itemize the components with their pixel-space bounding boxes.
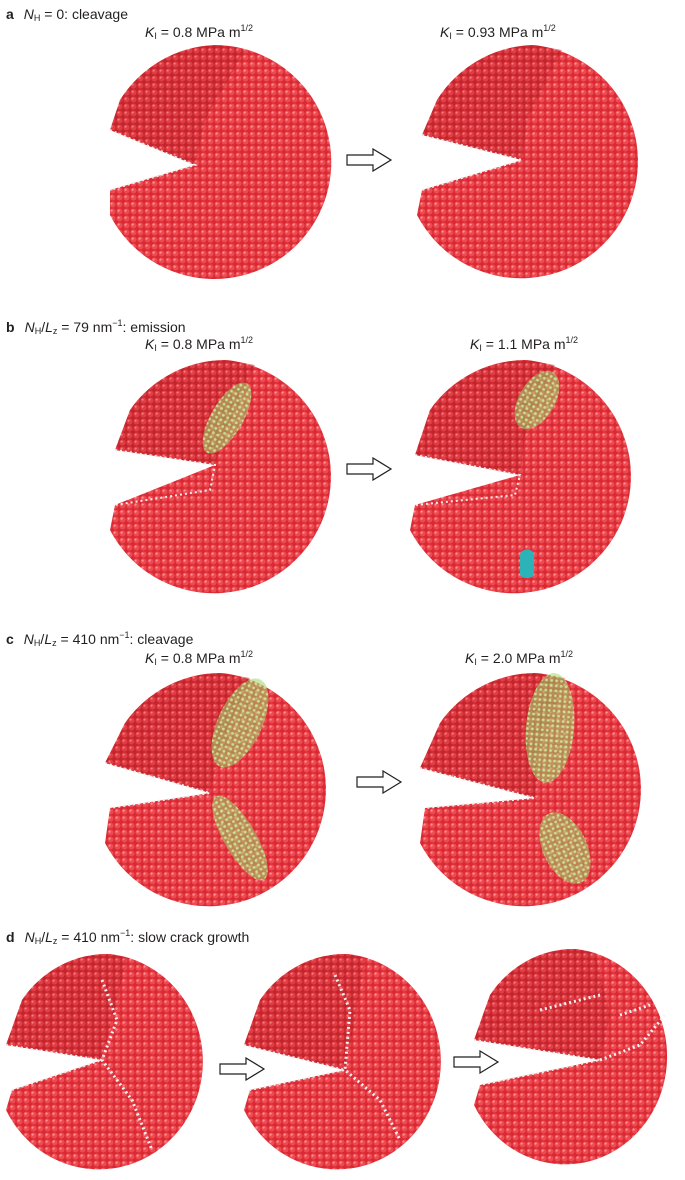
- dislocation-region-lower: [539, 812, 591, 884]
- k-symbol: K: [440, 24, 450, 40]
- k-label-a-left: KI = 0.8 MPa m1/2: [145, 23, 253, 41]
- k-value: = 0.8 MPa m: [156, 336, 241, 352]
- symbol-l: L: [44, 631, 53, 647]
- dislocation-region-upper: [211, 678, 269, 768]
- symbol-n: N: [24, 929, 35, 945]
- symbol-l: L: [45, 929, 53, 945]
- panel-caption: = 410 nm: [57, 929, 121, 945]
- dislocation-region: [514, 370, 560, 430]
- superscript: −1: [112, 318, 123, 328]
- k-subscript: I: [154, 657, 157, 667]
- symbol-n: N: [23, 631, 34, 647]
- k-label-c-left: KI = 0.8 MPa m1/2: [145, 649, 253, 667]
- arrow-right-icon: [356, 770, 403, 794]
- k-symbol: K: [465, 650, 475, 666]
- k-value: = 0.93 MPa m: [451, 24, 544, 40]
- arrow-right-icon: [346, 457, 393, 481]
- panel-letter: a: [6, 6, 14, 22]
- symbol-n: N: [24, 319, 35, 335]
- panel-caption-tail: : cleavage: [129, 631, 194, 647]
- atom-disk-b-left: [110, 359, 331, 594]
- k-label-a-right: KI = 0.93 MPa m1/2: [440, 23, 556, 41]
- subscript: z: [52, 326, 58, 336]
- k-subscript: I: [479, 343, 482, 353]
- atom-disk-c-right: [419, 672, 641, 907]
- k-symbol: K: [145, 24, 155, 40]
- atom-disk-a-right: [417, 45, 638, 279]
- panel-caption: = 79 nm: [57, 319, 113, 335]
- k-exponent: 1/2: [240, 23, 254, 33]
- subscript: H: [34, 326, 42, 336]
- panel-a-label: a NH = 0: cleavage: [6, 6, 128, 23]
- k-symbol: K: [145, 650, 155, 666]
- atom-disk-a-left: [109, 45, 332, 279]
- atom-disk-b-right: [410, 359, 631, 594]
- subscript: H: [34, 936, 42, 946]
- panel-letter: c: [6, 631, 14, 647]
- k-exponent: 1/2: [560, 649, 574, 659]
- arrow-right-icon: [453, 1050, 500, 1074]
- k-value: = 1.1 MPa m: [481, 336, 566, 352]
- k-value: = 2.0 MPa m: [476, 650, 561, 666]
- k-value: = 0.8 MPa m: [156, 650, 241, 666]
- atom-disk-d-2: [243, 953, 441, 1170]
- slash: /: [41, 929, 46, 945]
- panel-caption-tail: : slow crack growth: [130, 929, 250, 945]
- k-subscript: I: [154, 31, 157, 41]
- panel-c-label: c NH/Lz = 410 nm−1: cleavage: [6, 630, 193, 648]
- superscript: −1: [119, 630, 130, 640]
- panel-d-label: d NH/Lz = 410 nm−1: slow crack growth: [6, 928, 249, 946]
- subscript: z: [52, 936, 58, 946]
- k-subscript: I: [474, 657, 477, 667]
- arrow-right-icon: [346, 148, 393, 172]
- k-value: = 0.8 MPa m: [156, 24, 241, 40]
- dislocation-region: [202, 382, 252, 454]
- panel-letter: b: [6, 319, 15, 335]
- dislocation-region-lower: [212, 795, 268, 881]
- k-label-b-right: KI = 1.1 MPa m1/2: [470, 335, 578, 353]
- k-exponent: 1/2: [240, 649, 254, 659]
- dislocation-region-upper: [525, 673, 575, 783]
- subscript: z: [52, 638, 57, 648]
- panel-caption: = 0: cleavage: [40, 6, 128, 22]
- panel-b-label: b NH/Lz = 79 nm−1: emission: [6, 318, 186, 336]
- k-exponent: 1/2: [240, 335, 254, 345]
- panel-letter: d: [6, 929, 15, 945]
- emitted-dislocation: [520, 550, 534, 578]
- k-exponent: 1/2: [543, 23, 556, 33]
- superscript: −1: [120, 928, 131, 938]
- symbol-n: N: [23, 6, 34, 22]
- k-symbol: K: [145, 336, 155, 352]
- k-subscript: I: [154, 343, 157, 353]
- k-label-b-left: KI = 0.8 MPa m1/2: [145, 335, 253, 353]
- subscript: H: [33, 638, 41, 648]
- k-exponent: 1/2: [565, 335, 579, 345]
- atom-disk-d-1: [5, 953, 203, 1170]
- atom-disk-c-left: [104, 672, 326, 907]
- subscript: H: [33, 13, 41, 23]
- k-label-c-right: KI = 2.0 MPa m1/2: [465, 649, 573, 667]
- k-subscript: I: [449, 31, 452, 41]
- arrow-right-icon: [219, 1057, 266, 1081]
- slash: /: [40, 631, 45, 647]
- symbol-l: L: [45, 319, 53, 335]
- atom-disk-d-3: [473, 948, 668, 1165]
- panel-caption: = 410 nm: [56, 631, 120, 647]
- k-symbol: K: [470, 336, 480, 352]
- slash: /: [41, 319, 46, 335]
- panel-caption-tail: : emission: [122, 319, 186, 335]
